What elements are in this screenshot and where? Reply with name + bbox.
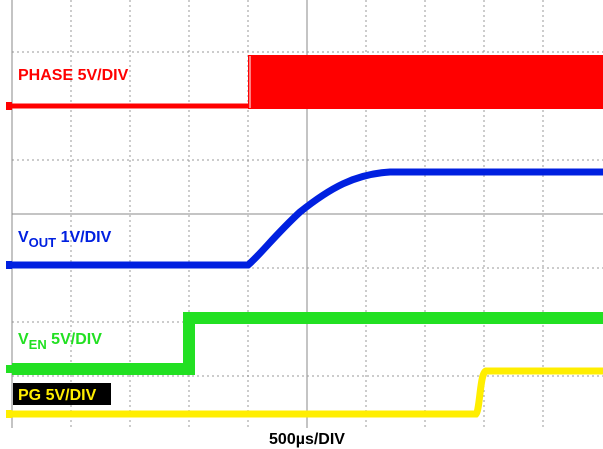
- label-main: V: [18, 331, 29, 348]
- vout-trace: [12, 168, 603, 269]
- label-box: [13, 383, 111, 405]
- phase-trace: [12, 55, 603, 109]
- channel-marker: [6, 261, 12, 269]
- label-main: V: [18, 229, 29, 246]
- trace-label: VEN 5V/DIV: [18, 331, 102, 352]
- label-sub: EN: [29, 337, 47, 352]
- channel-marker: [6, 410, 12, 418]
- label-rest: 1V/DIV: [56, 229, 111, 246]
- trace-label: PG 5V/DIV: [18, 387, 97, 404]
- channel-marker: [6, 102, 12, 110]
- label-sub: OUT: [29, 235, 57, 250]
- label-rest: 5V/DIV: [47, 331, 102, 348]
- timebase-label: 500µs/DIV: [269, 431, 345, 448]
- trace-label: PHASE 5V/DIV: [18, 67, 129, 84]
- trace-band: [248, 55, 603, 109]
- trace-label: VOUT 1V/DIV: [18, 229, 112, 250]
- ven-trace: [12, 312, 603, 375]
- pg-trace: [12, 367, 603, 418]
- channel-marker: [6, 365, 12, 373]
